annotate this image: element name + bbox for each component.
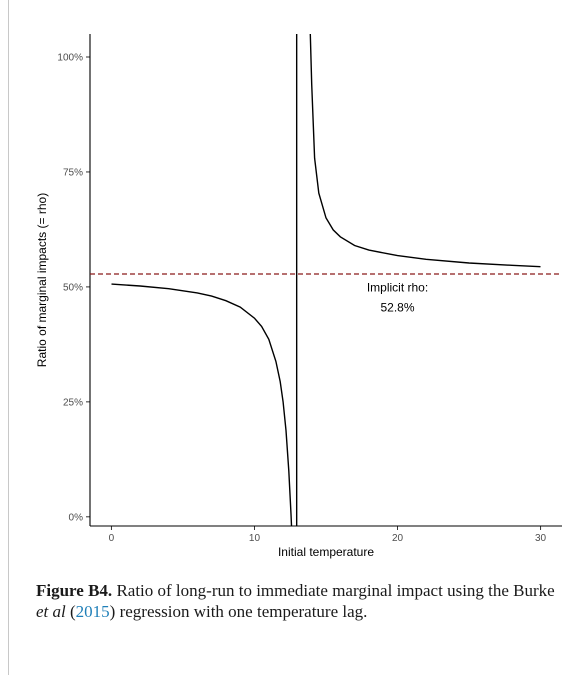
y-tick-label: 100% [57, 52, 83, 63]
x-tick-label: 0 [109, 533, 115, 544]
annotation-value: 52.8% [380, 300, 414, 314]
x-tick-label: 30 [535, 533, 547, 544]
y-tick-label: 75% [63, 167, 83, 178]
caption-text-part3: ) regression with one temperature lag. [109, 602, 368, 621]
caption-text-part2: ( [65, 602, 76, 621]
series-group [111, 34, 541, 526]
x-tick-label: 20 [392, 533, 404, 544]
y-tick-label: 25% [63, 397, 83, 408]
y-tick-label: 0% [69, 512, 84, 523]
chart: 0% 25% 50% 75% 100% 0 10 20 30 Implicit rho: 52… [35, 34, 562, 559]
page-margin-rule [8, 0, 9, 675]
caption-figure-label: Figure B4. [36, 581, 113, 600]
caption-etal: et al [36, 602, 66, 621]
y-axis-title: Ratio of marginal impacts (= rho) [35, 193, 49, 367]
curve-right-branch [309, 34, 541, 268]
x-axis-ticks: 0 10 20 30 [109, 526, 547, 544]
annotation-label: Implicit rho: [367, 280, 428, 294]
y-axis-ticks: 0% 25% 50% 75% 100% [57, 52, 90, 523]
caption-text-part1: Ratio of long-run to immediate marginal … [112, 581, 555, 600]
figure-caption: Figure B4. Ratio of long-run to immediat… [36, 580, 556, 622]
curve-left-branch [111, 283, 293, 526]
x-tick-label: 10 [249, 533, 261, 544]
x-axis-title: Initial temperature [278, 545, 374, 559]
caption-citation-year-link[interactable]: 2015 [75, 602, 110, 621]
y-tick-label: 50% [63, 282, 83, 293]
